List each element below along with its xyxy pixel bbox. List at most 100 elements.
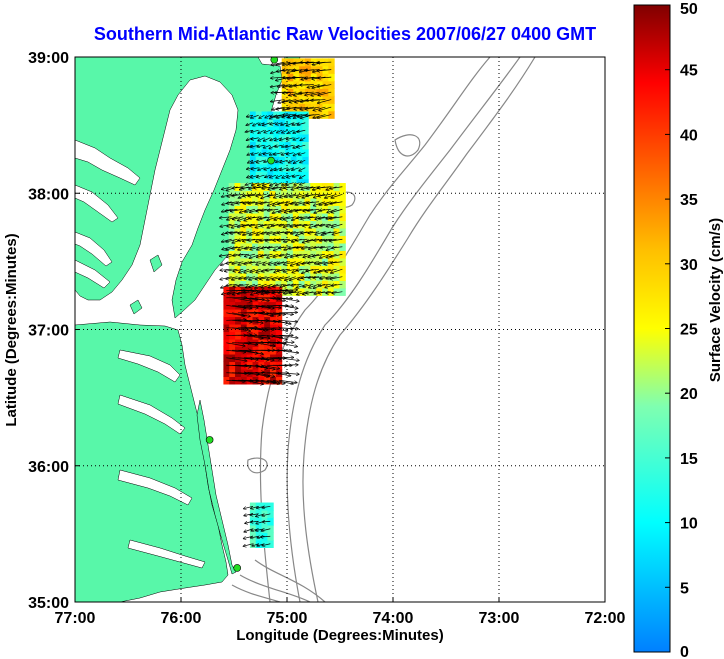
velocity-cell <box>310 190 317 199</box>
velocity-cell <box>321 257 329 266</box>
velocity-arrow <box>243 327 265 330</box>
velocity-arrow <box>272 319 291 324</box>
velocity-arrow <box>320 247 331 248</box>
velocity-arrow <box>259 114 265 118</box>
velocity-arrow <box>278 373 299 375</box>
velocity-arrow <box>332 247 343 248</box>
velocity-arrow <box>292 175 300 177</box>
velocity-cell <box>234 257 241 266</box>
velocity-cell <box>333 198 340 207</box>
velocity-cell <box>257 190 265 199</box>
velocity-cell <box>269 213 276 221</box>
velocity-cell <box>328 58 335 67</box>
velocity-arrow <box>237 297 258 300</box>
velocity-cell <box>333 265 340 274</box>
velocity-cell <box>339 242 346 251</box>
velocity-arrow <box>252 153 259 155</box>
velocity-arrow <box>226 320 246 321</box>
velocity-arrow <box>330 201 343 204</box>
velocity-cell <box>261 133 268 142</box>
velocity-cell <box>281 95 289 104</box>
velocity-cell <box>257 280 265 289</box>
velocity-arrow <box>260 201 273 204</box>
velocity-cell <box>327 242 335 251</box>
velocity-cell <box>249 156 257 165</box>
velocity-arrow <box>319 209 331 210</box>
velocity-cell <box>296 163 303 172</box>
velocity-cell <box>310 250 317 259</box>
velocity-arrow <box>317 62 332 63</box>
velocity-cell <box>249 171 257 180</box>
velocity-cell <box>298 280 305 289</box>
radar-station-marker <box>233 564 241 572</box>
x-tick-label: 73:00 <box>479 610 520 627</box>
velocity-cell <box>292 272 300 281</box>
velocity-cell <box>333 227 340 236</box>
velocity-arrow <box>303 224 314 226</box>
velocity-cell <box>255 118 263 127</box>
velocity-cell <box>339 280 346 289</box>
colorbar-tick-label: 25 <box>680 322 698 339</box>
velocity-cell <box>234 190 241 199</box>
velocity-cell <box>252 213 259 221</box>
velocity-arrow <box>330 238 343 241</box>
velocity-cell <box>255 156 263 165</box>
colorbar-tick-label: 15 <box>680 451 698 468</box>
velocity-cell <box>267 118 274 127</box>
velocity-arrow <box>261 379 279 384</box>
velocity-arrow <box>255 357 273 360</box>
velocity-arrow <box>264 144 271 148</box>
velocity-arrow <box>226 380 245 381</box>
velocity-cell <box>302 126 309 135</box>
velocity-cell <box>261 163 268 172</box>
velocity-cell <box>284 171 292 180</box>
velocity-cell <box>287 272 294 281</box>
velocity-cell <box>269 250 276 259</box>
velocity-arrow <box>284 187 296 188</box>
velocity-cell <box>333 250 340 259</box>
velocity-cell <box>328 95 335 104</box>
velocity-cell <box>302 118 309 127</box>
velocity-arrow <box>272 342 294 343</box>
velocity-cell <box>240 227 247 236</box>
velocity-cell <box>333 220 340 229</box>
velocity-arrow <box>306 194 320 195</box>
velocity-arrow <box>283 92 297 93</box>
velocity-arrow <box>278 357 299 361</box>
velocity-arrow <box>250 514 259 515</box>
velocity-arrow <box>278 349 299 353</box>
colorbar-tick-label: 40 <box>680 127 698 144</box>
velocity-cell <box>267 171 274 180</box>
radar-station-marker <box>205 436 214 444</box>
radar-station-marker <box>267 156 275 165</box>
velocity-cell <box>228 235 236 244</box>
velocity-arrow <box>237 357 258 360</box>
velocity-arrow <box>267 327 287 331</box>
velocity-arrow <box>272 372 291 376</box>
colorbar-tick-label: 30 <box>680 257 698 274</box>
velocity-cell <box>261 510 268 519</box>
velocity-cell <box>310 213 317 221</box>
velocity-arrow <box>255 320 276 321</box>
velocity-cell <box>234 220 241 229</box>
velocity-cell <box>321 280 329 289</box>
velocity-cell <box>273 163 280 172</box>
velocity-arrow <box>319 284 331 285</box>
velocity-arrow <box>278 297 299 301</box>
velocity-cell <box>322 95 329 104</box>
velocity-arrow <box>289 246 302 249</box>
velocity-arrow <box>286 182 294 185</box>
velocity-cell <box>310 265 317 274</box>
velocity-cell <box>333 190 340 199</box>
x-tick-label: 72:00 <box>585 610 626 627</box>
velocity-arrow <box>277 201 290 204</box>
velocity-arrow <box>299 167 306 171</box>
velocity-arrow <box>267 216 279 221</box>
velocity-arrow <box>331 193 343 198</box>
velocity-cell <box>240 280 247 289</box>
velocity-arrow <box>226 342 245 346</box>
velocity-arrow <box>317 70 332 71</box>
velocity-cell <box>327 205 335 214</box>
velocity-arrow <box>262 514 271 516</box>
x-tick-label: 77:00 <box>55 610 96 627</box>
